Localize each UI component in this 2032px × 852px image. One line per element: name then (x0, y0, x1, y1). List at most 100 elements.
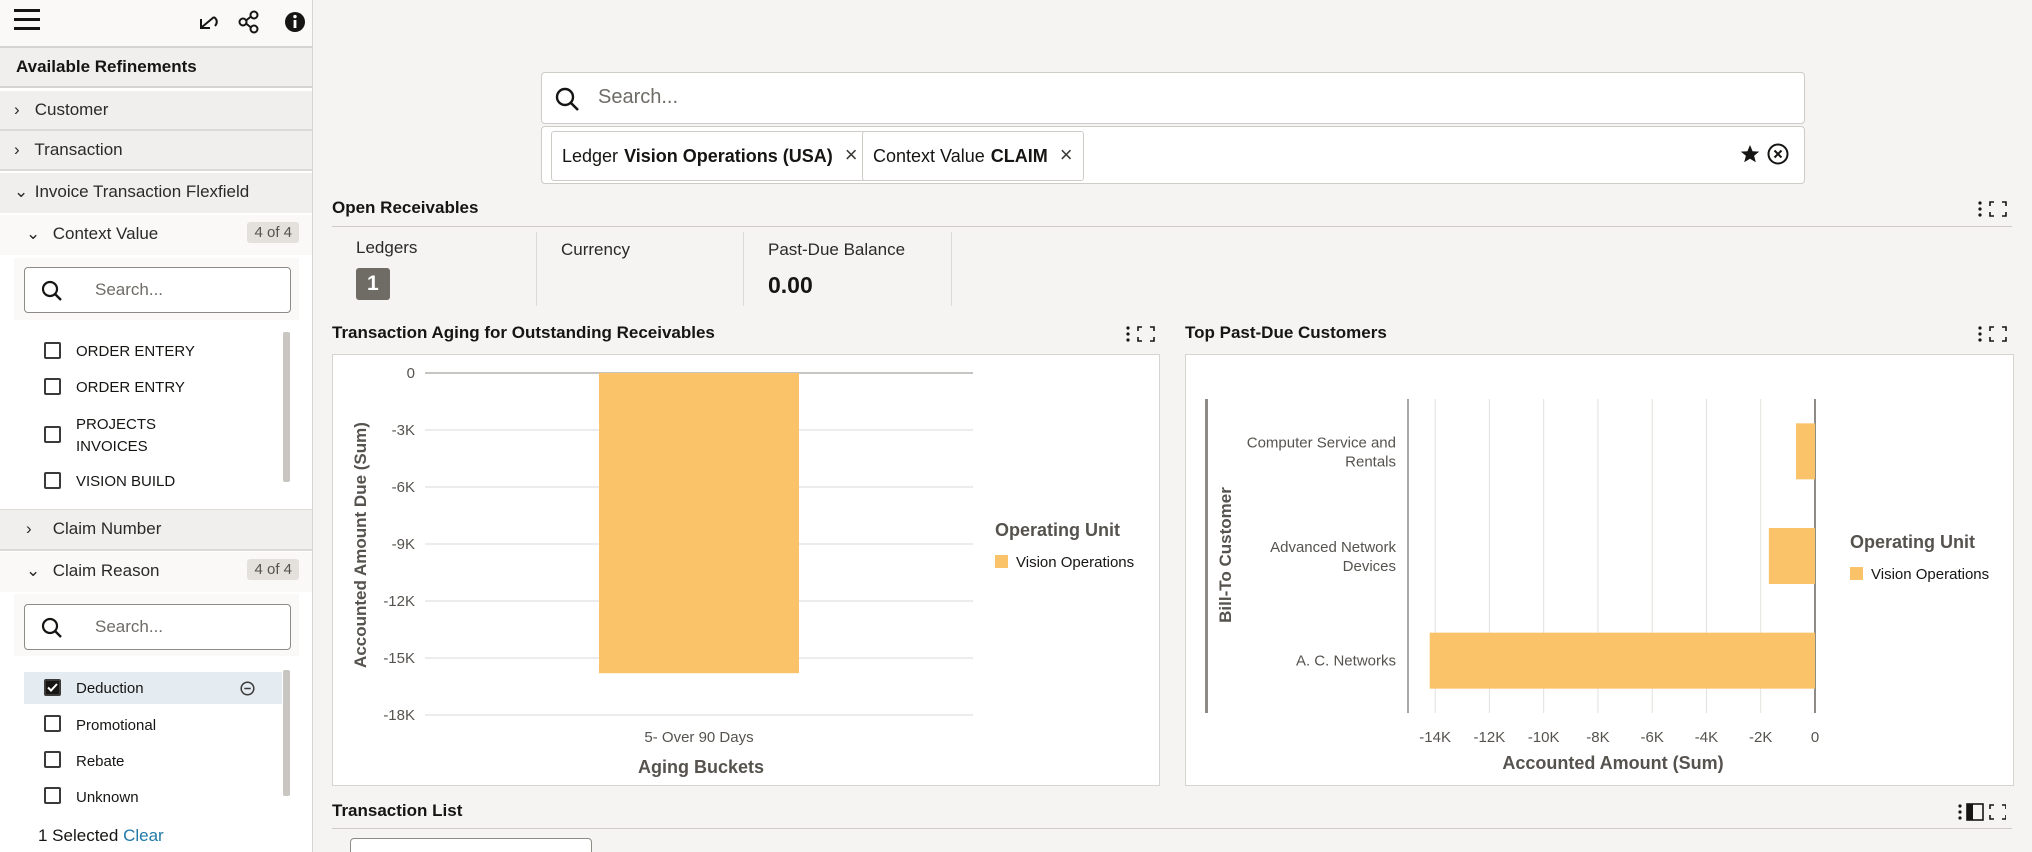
list-item-unknown[interactable]: Unknown (24, 783, 282, 811)
x-tick-label: -14K (1419, 729, 1451, 746)
y-tick-label: -6K (392, 479, 415, 496)
scrollbar[interactable] (283, 332, 290, 482)
available-refinements-title: Available Refinements (0, 46, 312, 88)
search-icon (555, 87, 579, 111)
y-tick-label: -9K (392, 536, 415, 553)
chip-name: Context Value (873, 146, 985, 166)
x-tick-label: -6K (1641, 729, 1664, 746)
share-icon[interactable] (236, 9, 262, 35)
legend-item: Vision Operations (1016, 554, 1134, 571)
chip-value: Vision Operations (USA) (624, 146, 833, 166)
checkbox[interactable] (44, 342, 61, 359)
filter-chip-context-value[interactable]: Context Value CLAIM × (862, 131, 1084, 181)
search-placeholder: Search... (598, 86, 679, 108)
bar[interactable] (1429, 632, 1815, 689)
y-tick-label: -18K (383, 707, 415, 724)
top-customers-chart-title: Top Past-Due Customers (1185, 323, 1387, 342)
y-tick-label: -15K (383, 650, 415, 667)
checkbox-checked[interactable] (44, 679, 61, 696)
kpi-label: Currency (561, 240, 630, 259)
legend-title: Operating Unit (995, 520, 1120, 540)
selected-count: 1 Selected (38, 826, 119, 845)
x-tick-label: -2K (1749, 729, 1772, 746)
claim-reason-search-input[interactable]: Search... (24, 604, 291, 650)
y-tick-label: Devices (1343, 558, 1396, 575)
y-axis-label: Bill-To Customer (1216, 487, 1235, 623)
checkbox[interactable] (44, 715, 61, 732)
y-tick-label: Rentals (1345, 453, 1396, 470)
context-value-search-input[interactable]: Search... (24, 267, 291, 313)
list-item-promotional[interactable]: Promotional (24, 711, 282, 739)
clear-all-icon[interactable] (1766, 142, 1790, 166)
checkbox[interactable] (44, 787, 61, 804)
list-item-order-entry[interactable]: ORDER ENTRY (24, 374, 282, 402)
aging-bar-chart: 0 -3K -6K -9K -12K -15K -18K 5- Over 90 Days A… (351, 365, 1134, 777)
filter-chip-ledger[interactable]: Ledger Vision Operations (USA) × (551, 131, 869, 181)
subsection-context-value[interactable]: ⌄ Context Value 4 of 4 (0, 215, 312, 255)
close-icon[interactable]: × (844, 142, 858, 167)
kpi-label: Past-Due Balance (768, 240, 906, 259)
close-icon[interactable]: × (1059, 142, 1073, 167)
search-placeholder: Search... (95, 617, 164, 636)
kpi-past-due-balance[interactable]: Past-Due Balance 0.00 (744, 232, 952, 306)
hamburger-menu-icon[interactable] (14, 7, 40, 33)
kpi-label: Ledgers (356, 238, 418, 257)
kpi-ledgers[interactable]: Ledgers 1 (332, 232, 537, 306)
bar[interactable] (1796, 423, 1815, 480)
star-icon[interactable] (1738, 142, 1762, 166)
filter-chips-bar: Ledger Vision Operations (USA) × Context V… (541, 126, 1805, 184)
search-placeholder: Search... (95, 280, 164, 299)
list-item-projects-invoices[interactable]: PROJECTS INVOICES (24, 412, 282, 460)
x-axis-label: Aging Buckets (638, 757, 764, 777)
checkbox[interactable] (44, 751, 61, 768)
transaction-list-title: Transaction List (332, 801, 463, 820)
chip-name: Ledger (562, 146, 619, 166)
check-icon (47, 683, 58, 692)
kpi-currency[interactable]: Currency (537, 232, 744, 306)
refinements-panel: Available Refinements › Customer › Trans… (0, 0, 313, 852)
x-tick-label: -8K (1586, 729, 1609, 746)
bar[interactable] (599, 373, 799, 674)
scrollbar[interactable] (283, 670, 290, 796)
kpi-value: 0.00 (768, 272, 813, 298)
x-axis-label: Accounted Amount (Sum) (1502, 753, 1723, 773)
y-tick-label: A. C. Networks (1296, 653, 1396, 670)
section-invoice-transaction-flexfield[interactable]: ⌄ Invoice Transaction Flexfield (0, 173, 312, 213)
axis-bar (1205, 399, 1208, 713)
y-tick-label: Advanced Network (1270, 539, 1396, 556)
legend-swatch (995, 555, 1008, 568)
info-icon[interactable] (282, 9, 308, 35)
x-tick-label: -10K (1528, 729, 1560, 746)
undo-icon[interactable] (196, 9, 222, 35)
section-transaction[interactable]: › Transaction (0, 131, 312, 171)
list-view-selector[interactable] (350, 838, 592, 852)
list-item-rebate[interactable]: Rebate (24, 747, 282, 775)
checkbox[interactable] (44, 472, 61, 489)
x-tick-label: 0 (1811, 729, 1819, 746)
section-transaction-label: Transaction (34, 140, 123, 159)
more-options-icon[interactable] (1976, 199, 2016, 219)
column-toggle-icon[interactable] (1956, 802, 2006, 822)
section-customer[interactable]: › Customer (0, 91, 312, 131)
checkbox[interactable] (44, 378, 61, 395)
context-value-label: Context Value (52, 224, 159, 243)
clear-link[interactable]: Clear (123, 826, 164, 845)
legend-swatch (1850, 567, 1863, 580)
remove-icon[interactable] (240, 681, 255, 696)
chevron-down-icon: ⌄ (14, 182, 29, 201)
list-item-order-entery[interactable]: ORDER ENTERY (24, 338, 282, 366)
y-axis-label: Accounted Amount Due (Sum) (351, 422, 370, 668)
subsection-claim-reason[interactable]: ⌄ Claim Reason 4 of 4 (0, 552, 312, 592)
legend-item: Vision Operations (1871, 566, 1989, 583)
bar[interactable] (1768, 528, 1815, 584)
subsection-claim-number[interactable]: › Claim Number (0, 509, 312, 551)
search-input[interactable]: Search... (541, 72, 1805, 124)
list-item-vision-build[interactable]: VISION BUILD (24, 468, 282, 496)
more-options-icon[interactable] (1124, 324, 1164, 344)
chevron-down-icon: ⌄ (26, 561, 41, 580)
more-options-icon[interactable] (1976, 324, 2016, 344)
list-item-deduction[interactable]: Deduction (24, 672, 282, 704)
claim-number-label: Claim Number (52, 519, 162, 538)
checkbox[interactable] (44, 426, 61, 443)
divider (332, 226, 2012, 227)
